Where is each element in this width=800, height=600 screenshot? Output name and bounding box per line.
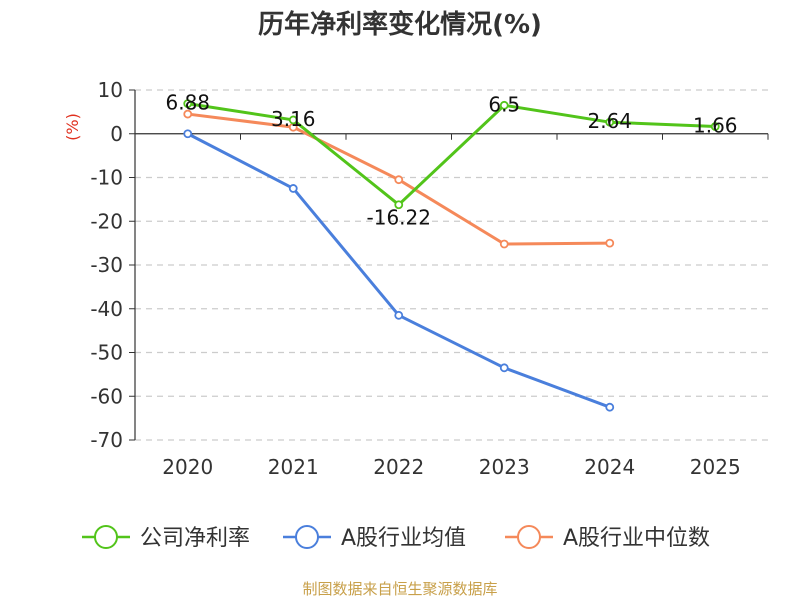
- legend-label-1: A股行业均值: [341, 526, 466, 551]
- series-2-point-2020: [183, 109, 193, 119]
- series-line-0: [187, 102, 716, 207]
- legend-label-0: 公司净利率: [140, 526, 250, 551]
- y-tick-label-6: -50: [90, 341, 123, 365]
- series-1-point-2020: [183, 129, 193, 139]
- legend-label-2: A股行业中位数: [563, 526, 710, 551]
- y-tick-label-1: 0: [110, 122, 123, 146]
- x-tick-label-2021: 2021: [268, 455, 319, 479]
- grid-lines: [135, 89, 768, 441]
- x-tick-label-2025: 2025: [690, 455, 741, 479]
- y-axis-unit-label: (%): [63, 113, 82, 141]
- x-tick-label-2022: 2022: [373, 455, 424, 479]
- series-2-point-2022: [394, 175, 404, 185]
- y-tick-label-7: -60: [90, 384, 123, 408]
- series-1-point-2022: [394, 310, 404, 320]
- axes: 10 0 -10 -20 -30 -40 -50 -60 -70 2020 2021 2022 2023…: [90, 78, 769, 479]
- data-labels: 6.88 3.16 -16.22 6.5 2.64 1.66: [165, 91, 737, 230]
- series-line-1: [187, 132, 611, 409]
- data-label-2024: 2.64: [587, 109, 632, 133]
- y-tick-label-0: 10: [98, 78, 123, 102]
- legend-item-1[interactable]: A股行业均值: [283, 525, 466, 551]
- data-label-2020: 6.88: [165, 91, 210, 115]
- legend-marker-0: [94, 525, 118, 549]
- legend-item-0[interactable]: 公司净利率: [82, 525, 250, 551]
- y-tick-label-3: -20: [90, 209, 123, 233]
- x-tick-label-2023: 2023: [479, 455, 530, 479]
- series-0-point-2025: [710, 122, 720, 131]
- series-2-point-2024: [605, 238, 615, 248]
- series-1-point-2024: [605, 402, 615, 412]
- y-tick-label-8: -70: [90, 428, 123, 452]
- y-tick-label-5: -40: [90, 297, 123, 321]
- data-label-2025: 1.66: [693, 113, 738, 137]
- series-0-point-2022: [394, 200, 404, 210]
- series-0-point-2021: [288, 115, 298, 125]
- source-note: 制图数据来自恒生聚源数据库: [302, 580, 497, 598]
- series-0-point-2024: [605, 117, 615, 127]
- series-0-point-2020: [183, 99, 193, 109]
- data-label-2023: 6.5: [488, 92, 520, 116]
- legend-marker-2: [517, 525, 541, 549]
- data-label-2022: -16.22: [367, 206, 431, 230]
- data-label-2021: 3.16: [271, 107, 316, 131]
- series-layer: [183, 99, 720, 412]
- y-tick-label-2: -10: [90, 166, 123, 190]
- x-tick-label-2020: 2020: [162, 455, 213, 479]
- legend-item-2[interactable]: A股行业中位数: [505, 525, 710, 551]
- legend[interactable]: 公司净利率 A股行业均值 A股行业中位数: [82, 525, 710, 551]
- x-tick-label-2024: 2024: [584, 455, 635, 479]
- series-1-point-2021: [288, 184, 298, 193]
- series-1-point-2023: [499, 363, 509, 373]
- chart-title: 历年净利率变化情况(%): [258, 9, 542, 40]
- y-tick-label-4: -30: [90, 253, 123, 277]
- series-2-point-2023: [499, 239, 509, 249]
- series-0-point-2023: [499, 100, 509, 110]
- legend-marker-1: [295, 525, 319, 549]
